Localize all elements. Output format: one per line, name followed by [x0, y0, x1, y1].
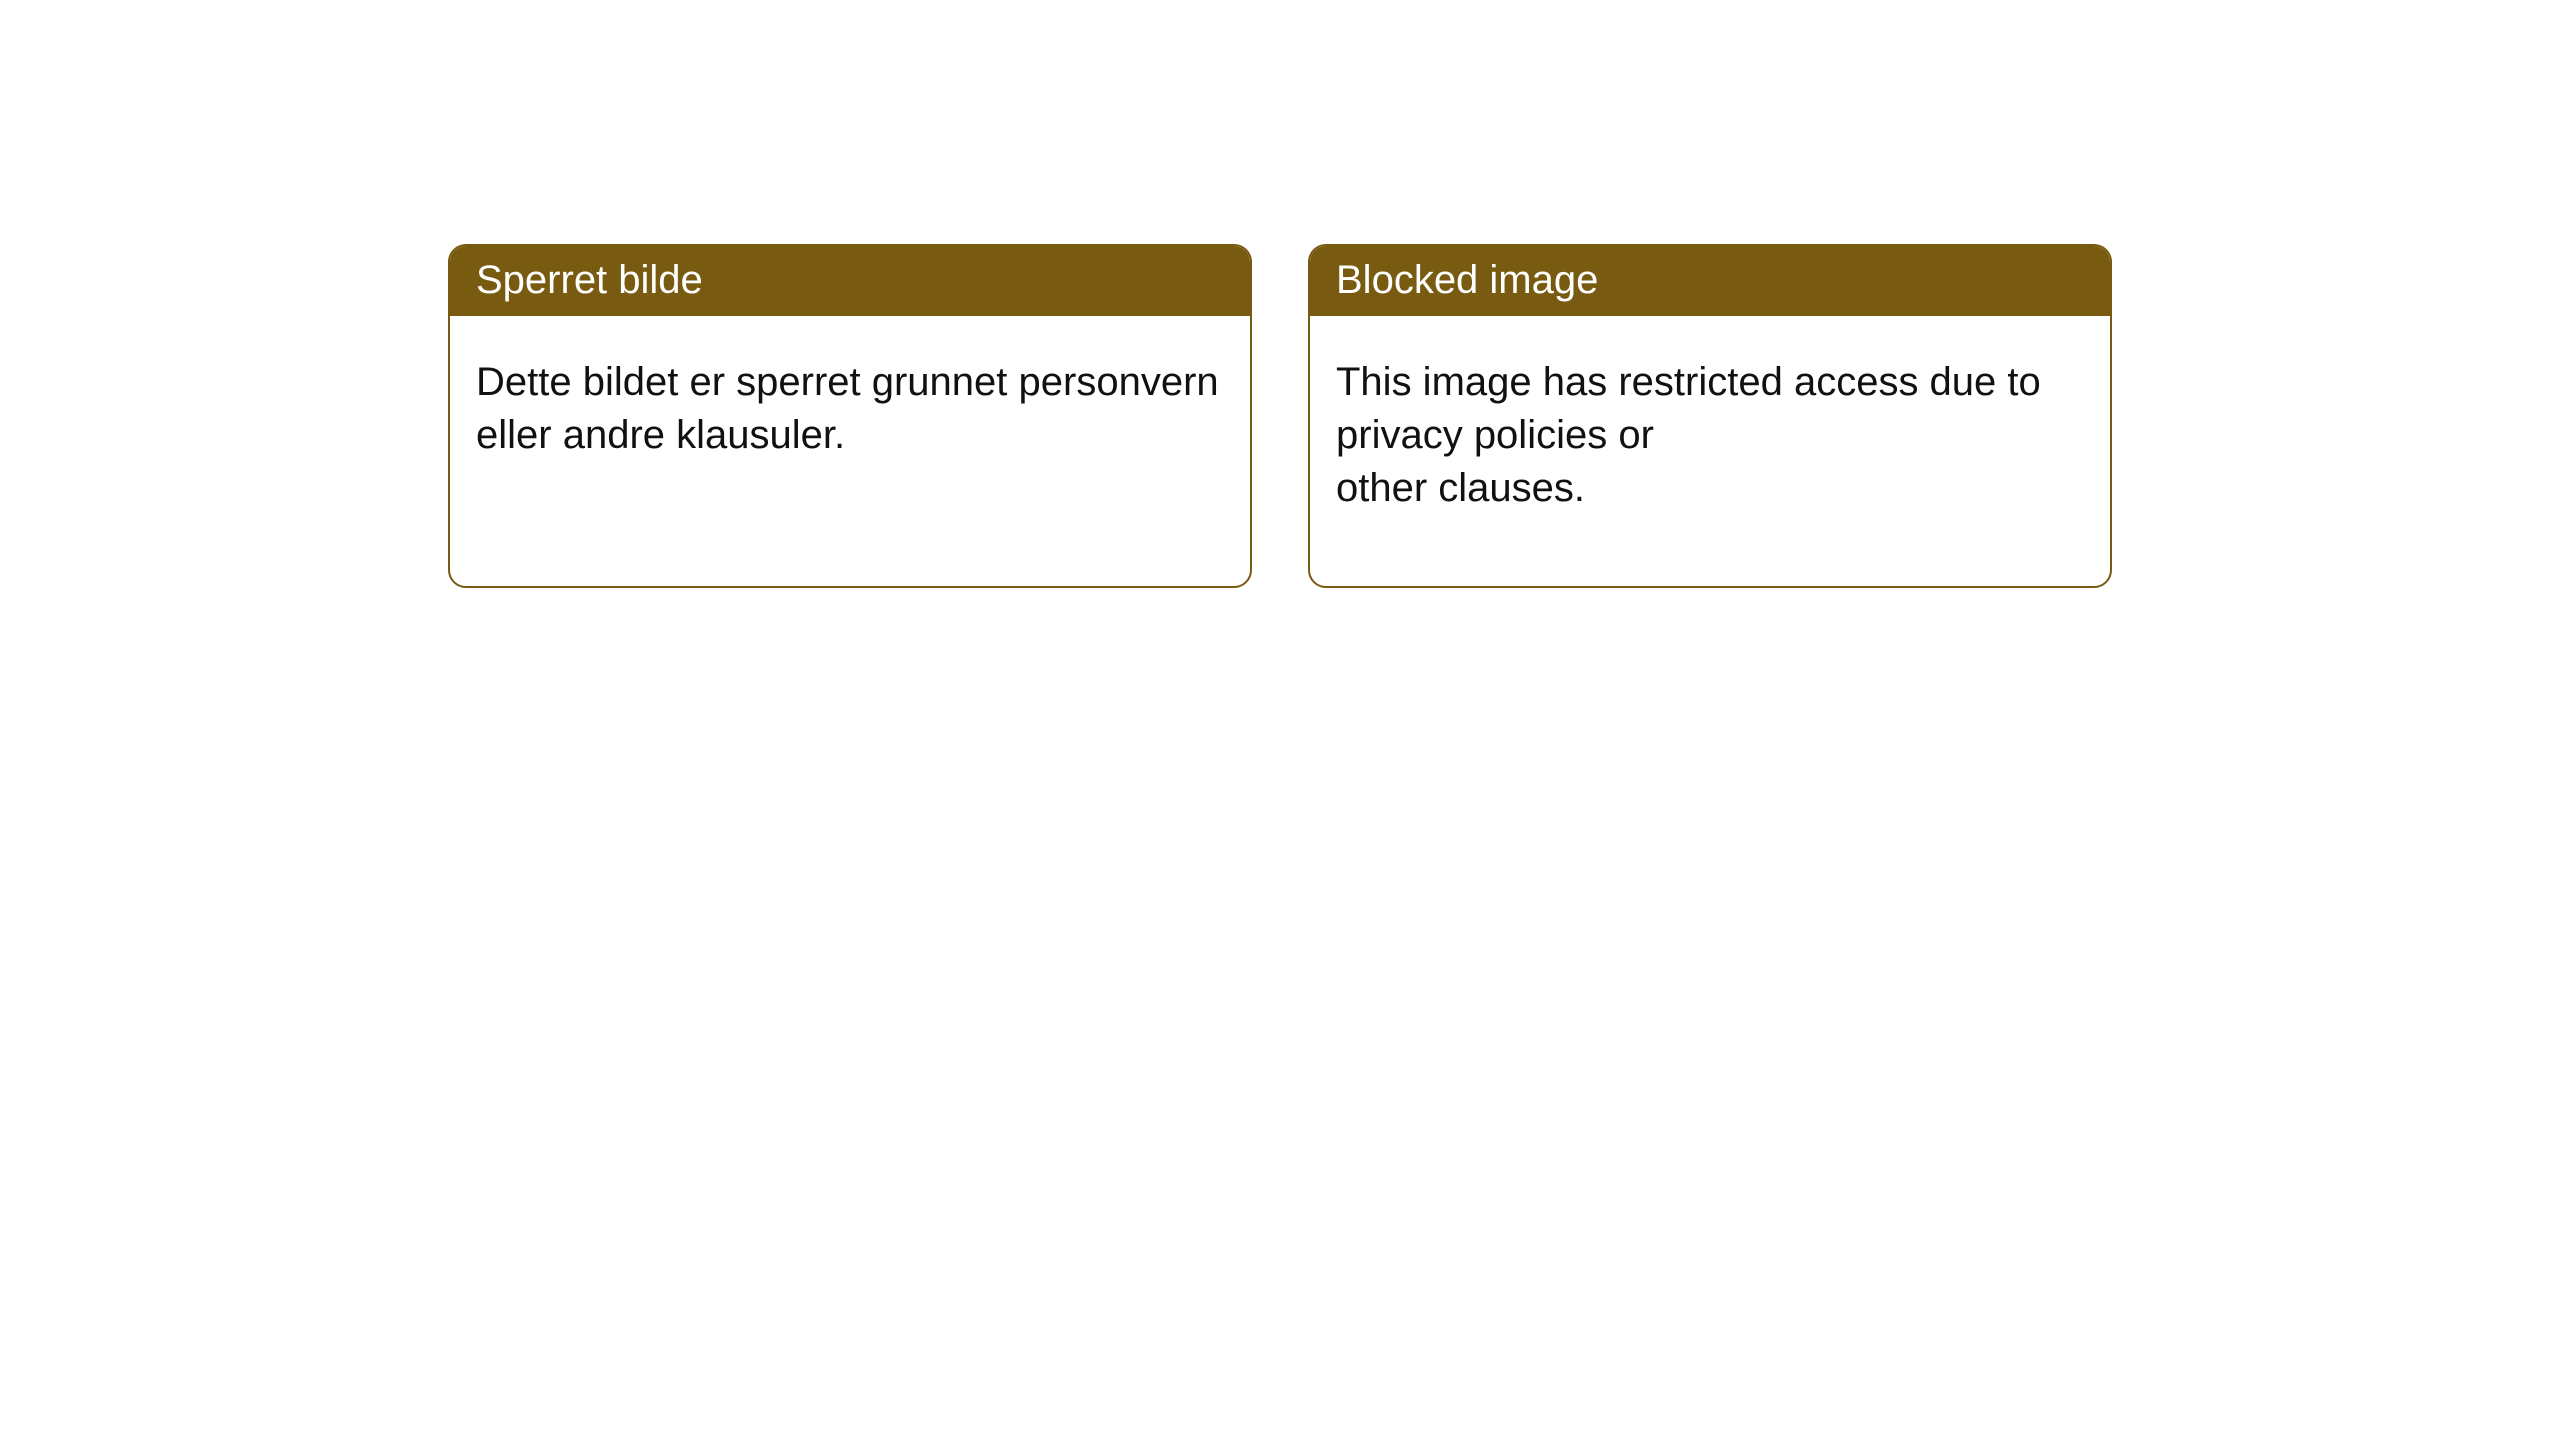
- notice-cards-container: Sperret bilde Dette bildet er sperret gr…: [0, 0, 2560, 588]
- blocked-image-card-no: Sperret bilde Dette bildet er sperret gr…: [448, 244, 1252, 588]
- card-header-no: Sperret bilde: [450, 246, 1250, 316]
- blocked-image-card-en: Blocked image This image has restricted …: [1308, 244, 2112, 588]
- card-body-no: Dette bildet er sperret grunnet personve…: [450, 316, 1250, 586]
- card-header-en: Blocked image: [1310, 246, 2110, 316]
- card-body-en: This image has restricted access due to …: [1310, 316, 2110, 586]
